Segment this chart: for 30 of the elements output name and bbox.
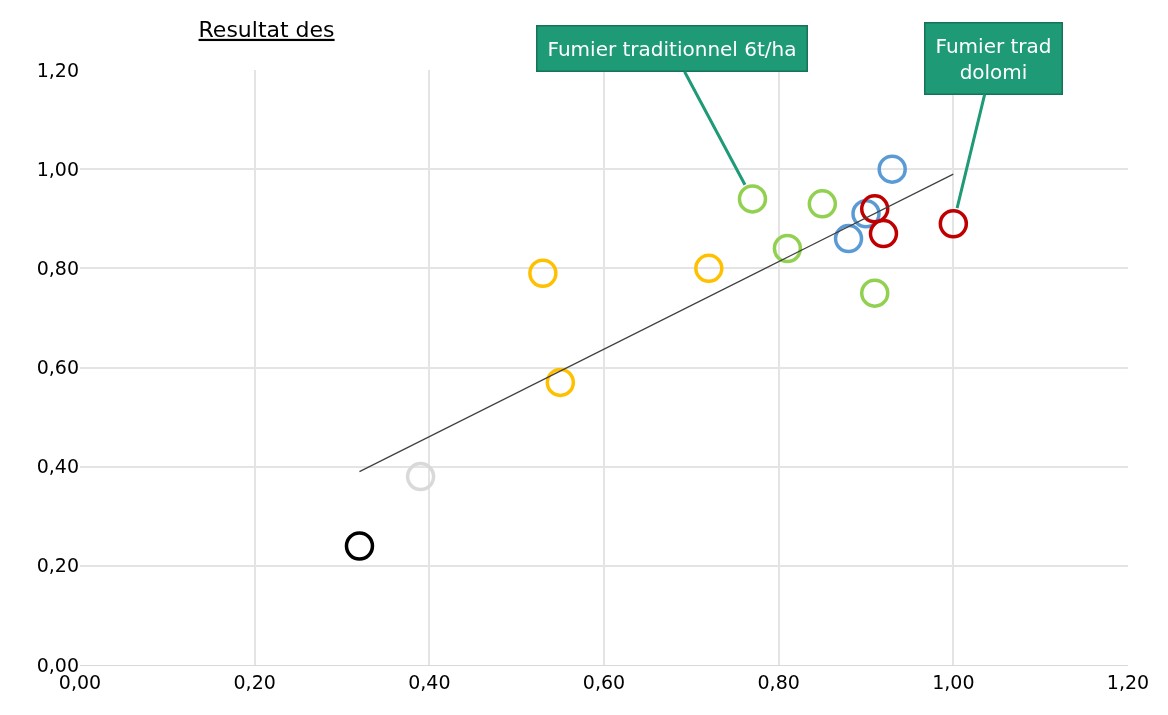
point [528,258,558,289]
x-tick-label: 0,80 [757,670,800,693]
point [807,189,838,219]
y-tick-label: 1,00 [36,157,79,180]
y-tick-label: 0,00 [36,653,79,676]
x-tick-label: 0,40 [408,670,451,693]
point [737,184,768,214]
point [877,154,907,184]
point [859,194,890,224]
y-tick-label: 1,20 [36,58,79,81]
y-tick-label: 0,20 [36,554,79,577]
point [344,531,375,561]
point [868,218,899,249]
x-tick-label: 1,00 [932,670,975,693]
point [405,461,436,492]
y-tick-label: 0,80 [36,256,79,279]
x-tick-label: 0,60 [582,670,626,693]
chart-title: Resultat des [198,16,335,42]
point [694,253,724,284]
x-tick-label: 0,20 [233,670,276,693]
y-tick-label: 0,60 [36,356,79,379]
point [772,233,803,264]
point [545,367,576,398]
annotation: Fumier trad dolomi [935,33,1052,84]
y-tick-label: 0,40 [36,455,79,478]
point [833,223,864,254]
annotation: Fumier traditionnel 6t/ha [547,36,797,61]
x-tick-label: 1,20 [1106,670,1150,693]
point [859,278,890,308]
point [938,208,969,239]
